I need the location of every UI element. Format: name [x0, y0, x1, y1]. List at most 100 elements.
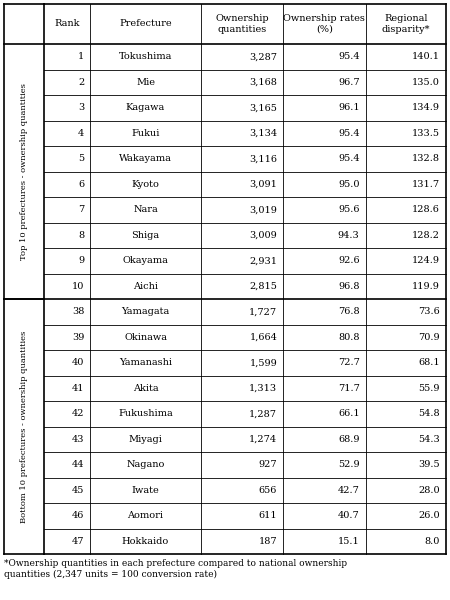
Text: Fukui: Fukui: [131, 129, 160, 138]
Text: 68.9: 68.9: [338, 435, 360, 444]
Text: 72.7: 72.7: [338, 358, 360, 367]
Text: 68.1: 68.1: [418, 358, 440, 367]
Text: 656: 656: [259, 486, 277, 495]
Text: Aichi: Aichi: [133, 282, 158, 291]
Text: Aomori: Aomori: [127, 511, 163, 520]
Text: Hokkaido: Hokkaido: [122, 537, 169, 546]
Text: 39.5: 39.5: [418, 460, 440, 469]
Text: 1,274: 1,274: [249, 435, 277, 444]
Text: 95.4: 95.4: [338, 52, 360, 61]
Text: 47: 47: [72, 537, 84, 546]
Text: 9: 9: [78, 256, 84, 265]
Text: 3,009: 3,009: [249, 231, 277, 240]
Text: Kagawa: Kagawa: [126, 103, 165, 112]
Text: 1: 1: [78, 52, 84, 61]
Text: 95.4: 95.4: [338, 154, 360, 163]
Text: 133.5: 133.5: [412, 129, 440, 138]
Text: 3,287: 3,287: [249, 52, 277, 61]
Text: Shiga: Shiga: [131, 231, 160, 240]
Text: Ownership rates
(%): Ownership rates (%): [284, 14, 365, 34]
Text: 80.8: 80.8: [338, 333, 360, 342]
Text: 128.6: 128.6: [412, 205, 440, 214]
Text: 76.8: 76.8: [338, 307, 360, 316]
Text: 70.9: 70.9: [418, 333, 440, 342]
Text: 1,313: 1,313: [249, 384, 277, 393]
Text: 95.6: 95.6: [338, 205, 360, 214]
Text: Rank: Rank: [54, 19, 80, 28]
Text: 96.7: 96.7: [338, 78, 360, 87]
Text: 94.3: 94.3: [338, 231, 360, 240]
Text: 134.9: 134.9: [412, 103, 440, 112]
Text: 95.4: 95.4: [338, 129, 360, 138]
Text: 3,168: 3,168: [249, 78, 277, 87]
Text: Akita: Akita: [133, 384, 158, 393]
Text: 42: 42: [72, 409, 84, 418]
Text: Wakayama: Wakayama: [119, 154, 172, 163]
Text: 1,287: 1,287: [249, 409, 277, 418]
Text: 15.1: 15.1: [338, 537, 360, 546]
Text: 3,019: 3,019: [249, 205, 277, 214]
Text: Nara: Nara: [133, 205, 158, 214]
Text: 54.8: 54.8: [418, 409, 440, 418]
Text: 26.0: 26.0: [418, 511, 440, 520]
Text: Nagano: Nagano: [126, 460, 165, 469]
Text: Top 10 prefectures - ownership quantities: Top 10 prefectures - ownership quantitie…: [20, 83, 28, 260]
Text: 28.0: 28.0: [418, 486, 440, 495]
Text: 71.7: 71.7: [338, 384, 360, 393]
Text: 39: 39: [72, 333, 84, 342]
Text: Yamagata: Yamagata: [122, 307, 170, 316]
Text: Ownership
quantities: Ownership quantities: [215, 14, 269, 34]
Text: 3,165: 3,165: [249, 103, 277, 112]
Text: 135.0: 135.0: [412, 78, 440, 87]
Text: 5: 5: [78, 154, 84, 163]
Text: 3: 3: [78, 103, 84, 112]
Text: 10: 10: [72, 282, 84, 291]
Text: Fukushima: Fukushima: [118, 409, 173, 418]
Text: 2,815: 2,815: [249, 282, 277, 291]
Text: *Ownership quantities in each prefecture compared to national ownership
quantiti: *Ownership quantities in each prefecture…: [4, 559, 347, 578]
Text: 40: 40: [72, 358, 84, 367]
Text: 3,091: 3,091: [249, 180, 277, 189]
Text: 7: 7: [78, 205, 84, 214]
Text: Yamanashi: Yamanashi: [119, 358, 172, 367]
Text: 119.9: 119.9: [412, 282, 440, 291]
Text: 73.6: 73.6: [418, 307, 440, 316]
Text: 4: 4: [78, 129, 84, 138]
Text: 45: 45: [72, 486, 84, 495]
Text: 128.2: 128.2: [412, 231, 440, 240]
Text: 8: 8: [78, 231, 84, 240]
Text: 1,727: 1,727: [249, 307, 277, 316]
Text: Iwate: Iwate: [132, 486, 159, 495]
Text: 2,931: 2,931: [249, 256, 277, 265]
Text: 611: 611: [259, 511, 277, 520]
Text: 6: 6: [78, 180, 84, 189]
Text: 43: 43: [72, 435, 84, 444]
Text: 40.7: 40.7: [338, 511, 360, 520]
Text: Prefecture: Prefecture: [119, 19, 172, 28]
Text: 96.8: 96.8: [338, 282, 360, 291]
Text: 131.7: 131.7: [412, 180, 440, 189]
Text: 54.3: 54.3: [418, 435, 440, 444]
Text: Okinawa: Okinawa: [124, 333, 167, 342]
Text: 66.1: 66.1: [338, 409, 360, 418]
Text: Miyagi: Miyagi: [129, 435, 162, 444]
Text: 42.7: 42.7: [338, 486, 360, 495]
Text: 187: 187: [259, 537, 277, 546]
Text: 132.8: 132.8: [412, 154, 440, 163]
Text: 92.6: 92.6: [338, 256, 360, 265]
Text: 41: 41: [72, 384, 84, 393]
Text: 46: 46: [72, 511, 84, 520]
Text: 124.9: 124.9: [412, 256, 440, 265]
Text: 44: 44: [72, 460, 84, 469]
Text: 3,116: 3,116: [249, 154, 277, 163]
Text: 927: 927: [259, 460, 277, 469]
Text: 140.1: 140.1: [412, 52, 440, 61]
Text: 95.0: 95.0: [338, 180, 360, 189]
Text: 55.9: 55.9: [418, 384, 440, 393]
Text: Okayama: Okayama: [122, 256, 168, 265]
Text: Bottom 10 prefectures - ownership quantities: Bottom 10 prefectures - ownership quanti…: [20, 331, 28, 523]
Text: 2: 2: [78, 78, 84, 87]
Text: 96.1: 96.1: [338, 103, 360, 112]
Text: 1,599: 1,599: [249, 358, 277, 367]
Text: 8.0: 8.0: [425, 537, 440, 546]
